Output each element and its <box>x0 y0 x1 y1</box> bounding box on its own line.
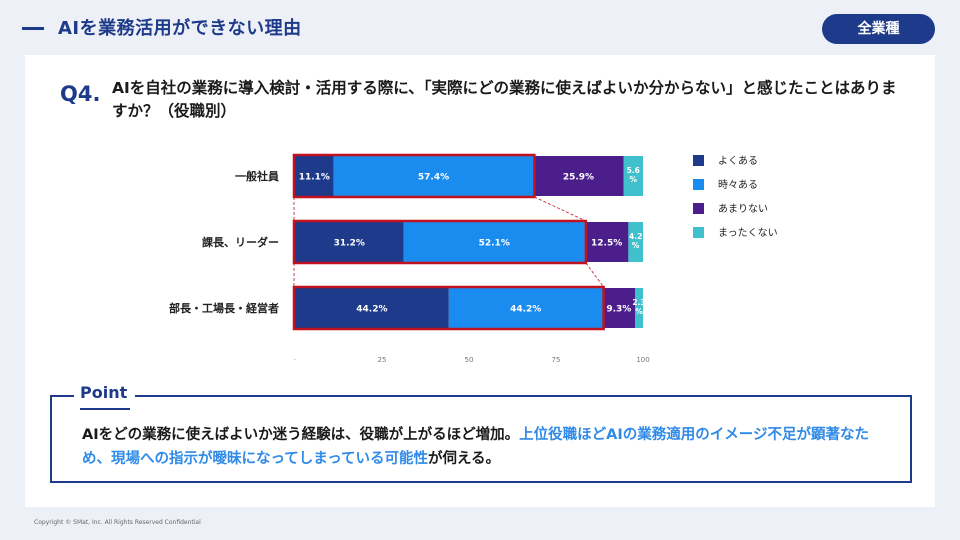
highlight-box <box>292 153 536 199</box>
data-label: % <box>632 241 640 250</box>
legend-label: まったくない <box>718 227 778 239</box>
bar-segment-あまりない <box>602 288 635 328</box>
data-label: 25.9% <box>563 173 594 183</box>
question-number: Q4. <box>60 82 101 106</box>
bar-segment-よくある <box>295 156 334 196</box>
industry-badge: 全業種 <box>822 14 935 44</box>
point-underline <box>80 408 130 410</box>
point-title: Point <box>74 383 136 402</box>
data-label: 9.3% <box>606 305 631 315</box>
bar-segment-時々ある <box>403 222 585 262</box>
data-label: % <box>629 175 637 184</box>
bar-segment-まったくない <box>623 156 643 196</box>
connector-line <box>585 262 604 288</box>
x-tick-label: 25 <box>378 356 387 364</box>
question-text: AIを自社の業務に導入検討・活用する際に、「実際にどの業務に使えばよいか分からな… <box>112 79 897 120</box>
legend-swatch <box>693 227 704 238</box>
legend-swatch <box>693 203 704 214</box>
x-tick-label: 100 <box>636 356 649 364</box>
bar-segment-まったくない <box>634 288 643 328</box>
data-label: 52.1% <box>479 239 510 249</box>
category-label: 課長、リーダー <box>202 235 279 249</box>
bar-segment-時々ある <box>448 288 603 328</box>
copyright: Copyright © SMat, Inc. All Rights Reserv… <box>34 519 201 526</box>
x-tick-label: 50 <box>465 356 474 364</box>
category-label: 一般社員 <box>235 169 279 183</box>
point-text-end: が伺える。 <box>427 451 501 467</box>
legend-label: よくある <box>718 155 758 167</box>
data-label: 5.6 <box>627 166 640 175</box>
data-label: 31.2% <box>334 239 365 249</box>
bar-segment-あまりない <box>584 222 629 262</box>
connector-line <box>534 196 587 222</box>
legend-label: 時々ある <box>718 179 758 191</box>
bar-segment-あまりない <box>533 156 624 196</box>
point-text: AIをどの業務に使えばよいか迷う経験は、役職が上がるほど増加。上位役職ほどAIの… <box>82 423 882 471</box>
data-label: % <box>635 307 643 316</box>
bar-segment-まったくない <box>628 222 643 262</box>
bar-segment-よくある <box>295 222 404 262</box>
highlight-box <box>292 219 588 265</box>
x-tick-label: 75 <box>552 356 561 364</box>
bar-segment-時々ある <box>333 156 534 196</box>
point-text-plain: AIをどの業務に使えばよいか迷う経験は、役職が上がるほど増加。 <box>82 427 520 443</box>
x-tick-zero: · <box>294 356 296 364</box>
data-label: 57.4% <box>418 173 449 183</box>
legend-label: あまりない <box>718 203 768 215</box>
highlight-box <box>292 285 605 331</box>
data-label: 44.2% <box>356 305 387 315</box>
legend-swatch <box>693 179 704 190</box>
legend-swatch <box>693 155 704 166</box>
category-label: 部長・工場長・経営者 <box>169 301 279 315</box>
header-dash <box>22 27 44 30</box>
page-title: AIを業務活用ができない理由 <box>58 18 302 39</box>
data-label: 12.5% <box>591 239 622 249</box>
data-label: 2.3 <box>632 298 645 307</box>
data-label: 4.2 <box>629 232 642 241</box>
point-box <box>50 395 912 483</box>
point-text-highlight: 上位役職ほどAIの業務適用のイメージ不足が顕著なため、現場への指示が曖昧になって… <box>82 427 869 467</box>
bar-segment-よくある <box>295 288 449 328</box>
data-label: 11.1% <box>299 173 330 183</box>
data-label: 44.2% <box>510 305 541 315</box>
